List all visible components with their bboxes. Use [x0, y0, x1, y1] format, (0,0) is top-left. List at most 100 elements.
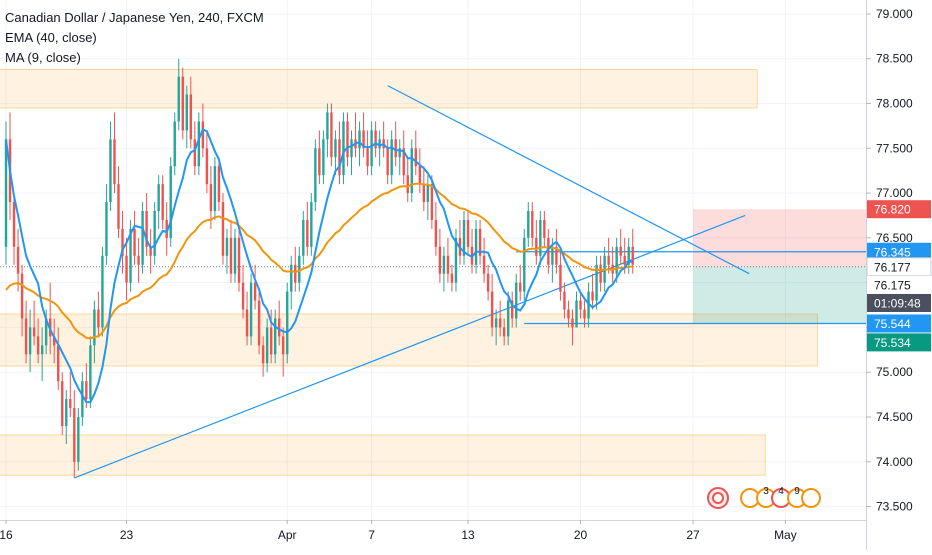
- event-markers[interactable]: 3 4 9: [707, 486, 821, 509]
- candle: [205, 130, 209, 194]
- candle: [125, 237, 128, 301]
- zone-rect: [0, 313, 819, 367]
- candle-body: [273, 318, 277, 355]
- candle: [93, 300, 96, 364]
- candle-body: [478, 228, 482, 256]
- support-resistance-zones: [0, 68, 819, 476]
- candle-body: [523, 237, 526, 292]
- candle: [502, 318, 506, 346]
- candle: [390, 130, 393, 185]
- candle: [498, 300, 502, 337]
- price-label-text: 76.345: [874, 245, 911, 259]
- candle-body: [302, 219, 305, 256]
- candle-body: [486, 273, 490, 292]
- grid: [0, 0, 866, 520]
- candle: [73, 390, 76, 478]
- candle: [314, 139, 317, 211]
- candle-body: [631, 246, 634, 265]
- candle: [490, 273, 494, 337]
- candle: [414, 130, 417, 176]
- candle: [213, 157, 217, 220]
- candle-body: [398, 148, 401, 158]
- candle: [97, 291, 100, 337]
- candle: [109, 121, 112, 211]
- candle-body: [607, 255, 610, 265]
- candle-body: [69, 399, 72, 409]
- candle: [346, 112, 349, 167]
- candle: [294, 246, 297, 292]
- candle: [587, 282, 590, 328]
- earnings-icon[interactable]: 3 4 9: [740, 486, 821, 508]
- candle-body: [599, 264, 602, 283]
- candle-body: [149, 246, 152, 256]
- candle: [442, 246, 446, 292]
- candle-body: [374, 130, 377, 149]
- candle: [555, 228, 558, 274]
- candle-body: [362, 130, 365, 149]
- candle-body: [547, 237, 550, 265]
- candle-body: [73, 408, 76, 462]
- candle: [330, 103, 333, 167]
- y-tick-label: 78.000: [876, 97, 913, 111]
- candle: [430, 175, 434, 229]
- candle-body: [40, 345, 44, 355]
- candle: [599, 255, 602, 292]
- candle: [197, 112, 201, 176]
- candle: [53, 318, 56, 364]
- candle: [233, 228, 237, 283]
- candle-body: [145, 211, 148, 247]
- y-tick-label: 77.500: [876, 141, 913, 155]
- candle: [506, 291, 510, 346]
- event-marker-icon[interactable]: [707, 487, 729, 509]
- candle-body: [121, 228, 124, 256]
- candle: [511, 291, 514, 328]
- candle-body: [482, 255, 486, 274]
- candle: [454, 228, 458, 292]
- short-position-tool[interactable]: [693, 209, 866, 324]
- candle: [350, 130, 353, 176]
- candle-body: [294, 264, 297, 283]
- candle: [241, 264, 245, 319]
- candle: [478, 219, 482, 265]
- candle-body: [442, 255, 446, 274]
- candle-body: [209, 184, 213, 211]
- candle-body: [619, 246, 622, 256]
- candle-body: [627, 246, 630, 265]
- candle-body: [20, 273, 24, 319]
- candle-body: [44, 318, 48, 346]
- price-label-text: 75.534: [874, 336, 911, 350]
- x-tick-label: 13: [461, 528, 475, 542]
- candle: [559, 246, 562, 301]
- candle-body: [173, 121, 176, 167]
- candle: [209, 166, 213, 229]
- candle-body: [133, 228, 136, 256]
- candle-body: [253, 282, 257, 301]
- candle-body: [117, 184, 120, 229]
- candle: [466, 211, 470, 256]
- candle-body: [418, 166, 422, 185]
- candle: [273, 309, 277, 364]
- candle-body: [386, 148, 389, 176]
- candle: [535, 219, 538, 265]
- candle: [28, 309, 32, 373]
- candle: [81, 372, 84, 426]
- candle: [402, 130, 405, 185]
- candle: [221, 193, 225, 265]
- candle-body: [370, 130, 373, 167]
- candle: [290, 255, 293, 310]
- candle-body: [28, 327, 32, 355]
- x-tick-label: 20: [574, 528, 588, 542]
- candle: [446, 237, 450, 283]
- candle-body: [555, 246, 558, 265]
- candle: [253, 264, 257, 310]
- candle: [527, 202, 530, 247]
- candle-body: [225, 237, 229, 256]
- candle: [117, 166, 120, 238]
- candle: [217, 157, 221, 211]
- event-badge-count: 4: [778, 486, 784, 497]
- candle: [65, 390, 68, 444]
- candle: [245, 291, 249, 346]
- x-tick-label: Apr: [278, 528, 297, 542]
- candle-body: [535, 237, 538, 256]
- candle-body: [261, 345, 265, 364]
